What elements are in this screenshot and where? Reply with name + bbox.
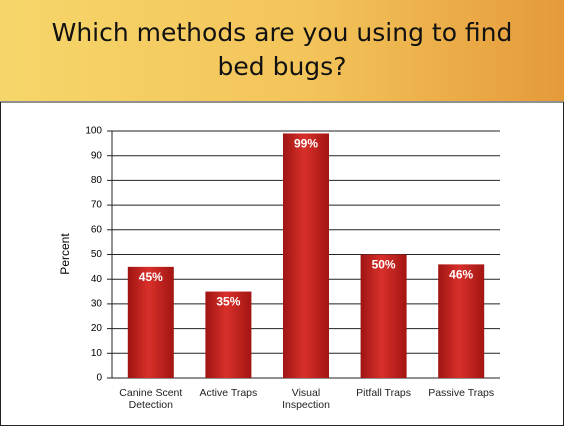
value-label: 99%: [294, 137, 318, 151]
value-label: 45%: [139, 270, 163, 284]
slide: Percent 0 10 20 30 40 50 60 70 80 90 100 45% 35% 99% 5…: [0, 0, 564, 426]
bar: [361, 255, 407, 379]
y-axis-label: Percent: [58, 233, 72, 275]
y-tick-label: 30: [91, 299, 103, 310]
slide-title: Which methods are you using to find bed …: [30, 16, 534, 84]
y-tick-label: 70: [91, 200, 103, 211]
value-label: 46%: [449, 268, 473, 282]
value-label: 35%: [216, 295, 240, 309]
y-tick-label: 100: [85, 126, 102, 137]
y-tick-label: 40: [91, 274, 103, 285]
y-tick-label: 50: [91, 249, 103, 260]
y-tick-label: 90: [91, 150, 103, 161]
x-tick-label: Active Traps: [191, 387, 265, 399]
y-tick-label: 10: [91, 348, 103, 359]
x-tick-label: Canine Scent Detection: [114, 387, 188, 411]
y-tick-label: 0: [96, 373, 102, 384]
y-tick-label: 60: [91, 224, 103, 235]
y-tick-label: 80: [91, 175, 103, 186]
x-tick-label: Passive Traps: [424, 387, 498, 399]
x-tick-label: Visual Inspection: [269, 387, 343, 411]
value-label: 50%: [372, 258, 396, 272]
bar: [283, 133, 329, 378]
y-tick-label: 20: [91, 323, 103, 334]
x-tick-label: Pitfall Traps: [347, 387, 421, 399]
